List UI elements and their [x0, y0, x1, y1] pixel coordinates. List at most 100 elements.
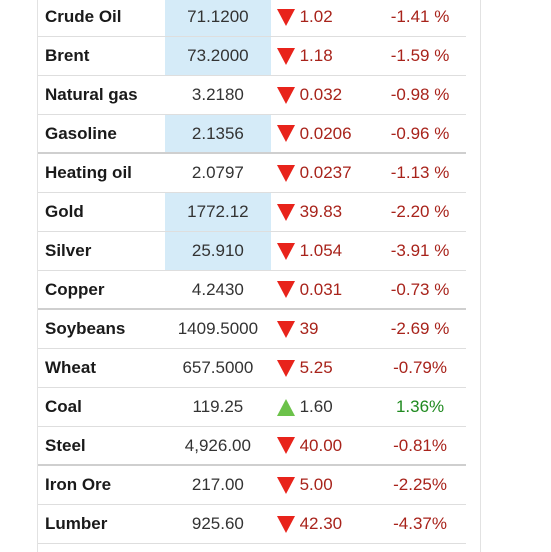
triangle-down-icon: [276, 242, 295, 260]
commodities-table-body: Crude Oil 71.1200 1.02 -1.41 % Brent 73.…: [38, 0, 466, 544]
triangle-down-icon: [276, 203, 295, 221]
change-value: 39: [299, 319, 319, 338]
change-value: 5.00: [299, 475, 333, 494]
commodity-percent-change: -2.25%: [374, 465, 466, 505]
commodity-name[interactable]: Lumber: [38, 504, 166, 544]
commodity-name[interactable]: Gold: [38, 192, 166, 232]
change-value: 42.30: [299, 514, 343, 533]
commodity-change: 42.30: [270, 504, 375, 544]
commodity-price: 4,926.00: [165, 426, 271, 466]
commodity-price: 1772.12: [165, 192, 271, 232]
commodity-percent-change: -0.81%: [374, 426, 466, 466]
table-row[interactable]: Brent 73.2000 1.18 -1.59 %: [38, 36, 466, 76]
commodity-name[interactable]: Gasoline: [38, 114, 166, 154]
commodity-name[interactable]: Coal: [38, 387, 166, 427]
change-value: 0.0237: [299, 163, 352, 182]
commodity-change: 1.18: [270, 36, 375, 76]
commodity-price: 4.2430: [165, 270, 271, 310]
commodity-name[interactable]: Heating oil: [38, 153, 166, 193]
commodity-percent-change: -2.20 %: [374, 192, 466, 232]
table-row[interactable]: Wheat 657.5000 5.25 -0.79%: [38, 348, 466, 388]
commodity-percent-change: -0.79%: [374, 348, 466, 388]
commodity-name[interactable]: Brent: [38, 36, 166, 76]
commodity-name[interactable]: Silver: [38, 231, 166, 271]
triangle-down-icon: [276, 47, 295, 65]
commodity-percent-change: -4.37%: [374, 504, 466, 544]
triangle-down-icon: [276, 8, 295, 26]
table-row[interactable]: Lumber 925.60 42.30 -4.37%: [38, 504, 466, 544]
triangle-down-icon: [276, 281, 295, 298]
table-row[interactable]: Crude Oil 71.1200 1.02 -1.41 %: [38, 0, 466, 37]
commodity-price: 73.2000: [165, 36, 271, 76]
commodity-name[interactable]: Crude Oil: [38, 0, 166, 37]
table-row[interactable]: Heating oil 2.0797 0.0237 -1.13 %: [38, 153, 466, 193]
triangle-down-icon: [276, 359, 295, 377]
commodity-percent-change: -3.91 %: [374, 231, 466, 271]
triangle-down-icon: [276, 515, 295, 533]
commodity-percent-change: -0.73 %: [374, 270, 466, 310]
commodity-price: 217.00: [165, 465, 271, 505]
commodity-price: 1409.5000: [165, 309, 271, 349]
commodity-name[interactable]: Iron Ore: [38, 465, 166, 505]
triangle-down-icon: [276, 164, 295, 182]
commodity-change: 0.0206: [270, 114, 375, 154]
commodity-change: 5.00: [270, 465, 375, 505]
change-value: 1.60: [299, 397, 333, 416]
table-row[interactable]: Coal 119.25 1.60 1.36%: [38, 387, 466, 427]
commodity-change: 1.02: [270, 0, 375, 37]
table-row[interactable]: Steel 4,926.00 40.00 -0.81%: [38, 426, 466, 466]
commodity-percent-change: 1.36%: [374, 387, 466, 427]
commodity-change: 40.00: [270, 426, 375, 466]
change-value: 5.25: [299, 358, 333, 377]
commodity-name[interactable]: Steel: [38, 426, 166, 466]
commodity-price: 119.25: [165, 387, 271, 427]
change-value: 0.031: [299, 279, 343, 299]
commodity-change: 39.83: [270, 192, 375, 232]
commodity-price: 71.1200: [165, 0, 271, 37]
table-row[interactable]: Silver 25.910 1.054 -3.91 %: [38, 231, 466, 271]
commodities-panel: Crude Oil 71.1200 1.02 -1.41 % Brent 73.…: [37, 0, 481, 552]
table-row[interactable]: Soybeans 1409.5000 39 -2.69 %: [38, 309, 466, 349]
commodity-name[interactable]: Soybeans: [38, 309, 166, 349]
table-row[interactable]: Natural gas 3.2180 0.032 -0.98 %: [38, 75, 466, 115]
commodity-change: 1.60: [270, 387, 375, 427]
table-row[interactable]: Gasoline 2.1356 0.0206 -0.96 %: [38, 114, 466, 154]
change-value: 0.0206: [299, 123, 352, 143]
commodity-price: 2.0797: [165, 153, 271, 193]
commodity-change: 0.031: [270, 270, 375, 310]
commodity-change: 39: [270, 309, 375, 349]
commodity-price: 2.1356: [165, 114, 271, 154]
change-value: 1.18: [299, 46, 333, 65]
commodity-price: 3.2180: [165, 75, 271, 115]
commodity-change: 0.032: [270, 75, 375, 115]
commodity-percent-change: -1.59 %: [374, 36, 466, 76]
change-value: 1.02: [299, 7, 333, 26]
commodity-name[interactable]: Copper: [38, 270, 166, 310]
table-row[interactable]: Iron Ore 217.00 5.00 -2.25%: [38, 465, 466, 505]
commodities-table: Crude Oil 71.1200 1.02 -1.41 % Brent 73.…: [38, 0, 466, 544]
change-value: 40.00: [299, 435, 343, 455]
commodity-percent-change: -2.69 %: [374, 309, 466, 349]
commodity-price: 657.5000: [165, 348, 271, 388]
commodity-change: 0.0237: [270, 153, 375, 193]
triangle-down-icon: [276, 476, 295, 494]
triangle-down-icon: [276, 86, 295, 104]
triangle-down-icon: [276, 125, 295, 142]
change-value: 0.032: [299, 85, 343, 104]
table-row[interactable]: Copper 4.2430 0.031 -0.73 %: [38, 270, 466, 310]
commodity-price: 925.60: [165, 504, 271, 544]
commodity-price: 25.910: [165, 231, 271, 271]
triangle-down-icon: [276, 320, 295, 338]
change-value: 1.054: [299, 241, 343, 260]
commodity-percent-change: -0.96 %: [374, 114, 466, 154]
triangle-up-icon: [276, 398, 295, 416]
triangle-down-icon: [276, 437, 295, 454]
commodity-change: 1.054: [270, 231, 375, 271]
commodity-percent-change: -0.98 %: [374, 75, 466, 115]
commodity-percent-change: -1.41 %: [374, 0, 466, 37]
change-value: 39.83: [299, 202, 343, 221]
table-row[interactable]: Gold 1772.12 39.83 -2.20 %: [38, 192, 466, 232]
commodity-change: 5.25: [270, 348, 375, 388]
commodity-name[interactable]: Wheat: [38, 348, 166, 388]
commodity-name[interactable]: Natural gas: [38, 75, 166, 115]
